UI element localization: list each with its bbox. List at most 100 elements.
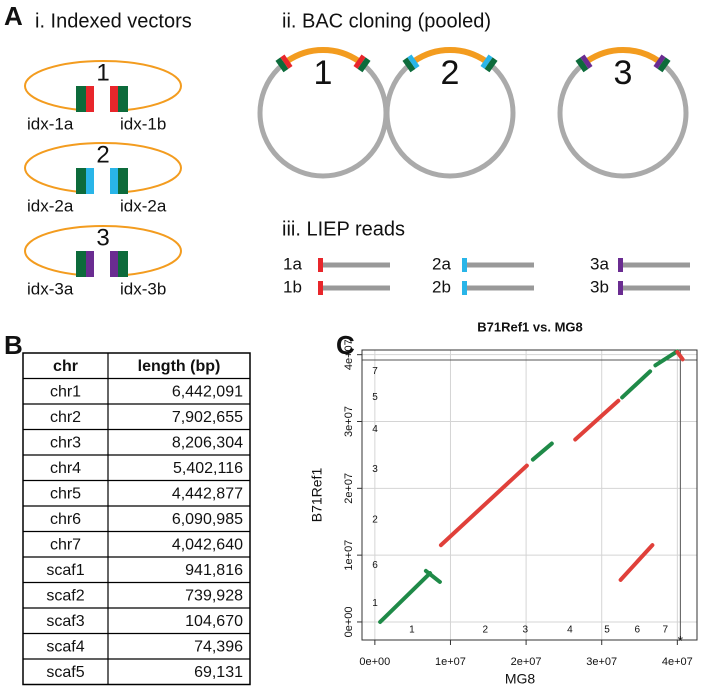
table-cell: chr6 xyxy=(50,511,81,528)
table-cell: 4,042,640 xyxy=(172,536,243,553)
table-cell: scaf1 xyxy=(46,562,84,579)
table-cell: chr4 xyxy=(50,460,81,477)
insert-green xyxy=(484,57,498,73)
insert-end xyxy=(575,54,593,73)
y-tick-label: 3e+07 xyxy=(343,406,355,437)
index-label: idx-3b xyxy=(120,279,166,298)
table-cell: scaf2 xyxy=(46,587,84,604)
insert-green xyxy=(76,251,86,277)
table-cell: scaf4 xyxy=(46,638,84,655)
section-title: iii. LIEP reads xyxy=(282,218,405,240)
insert-index xyxy=(110,86,118,112)
insert-end xyxy=(275,54,293,73)
insert-green xyxy=(657,57,671,73)
chr-label: 2 xyxy=(372,514,378,525)
section-title: ii. BAC cloning (pooled) xyxy=(282,10,491,32)
insert-end xyxy=(353,54,371,73)
table-cell: 74,396 xyxy=(194,638,243,655)
read-label: 1a xyxy=(283,254,302,273)
insert-index xyxy=(353,54,366,69)
insert-green xyxy=(76,86,86,112)
chr-label: 4 xyxy=(372,424,378,435)
clone-number: 3 xyxy=(614,54,633,92)
x-tick-label: 3e+07 xyxy=(586,656,617,668)
read-label: 2b xyxy=(432,277,451,296)
bac-insert xyxy=(412,47,488,64)
read-index xyxy=(318,258,323,272)
table-cell: 4,442,877 xyxy=(172,485,243,502)
alignment-segment xyxy=(653,349,680,368)
table-cell: 69,131 xyxy=(194,664,243,681)
chr-label: 3 xyxy=(372,464,378,475)
alignment-segment xyxy=(530,441,554,462)
clone-number: 2 xyxy=(441,54,460,92)
chr-label: 6 xyxy=(634,625,640,636)
alignment-segment xyxy=(675,350,685,362)
chr-label: 7 xyxy=(662,625,668,636)
vector-gap xyxy=(92,102,112,116)
insert-green xyxy=(402,57,416,73)
table-border xyxy=(22,352,251,686)
insert-green xyxy=(357,57,371,73)
table-cell: 8,206,304 xyxy=(172,434,243,451)
read-label: 1b xyxy=(283,277,302,296)
x-tick-label: 1e+07 xyxy=(435,656,466,668)
table-cell: 5,402,116 xyxy=(173,460,243,477)
table-cell: 739,928 xyxy=(185,587,243,604)
chr-label: 3 xyxy=(523,625,529,636)
insert-index xyxy=(86,251,94,277)
insert-end xyxy=(480,54,498,73)
insert-index xyxy=(580,54,593,69)
section-title: i. Indexed vectors xyxy=(35,10,192,32)
vector-gap xyxy=(92,184,112,198)
bac-insert xyxy=(285,47,361,64)
table-cell: chr7 xyxy=(50,536,81,553)
x-tick-label: 2e+07 xyxy=(511,656,542,668)
insert-green xyxy=(76,168,86,194)
insert-green xyxy=(118,168,128,194)
chr-label: 5 xyxy=(372,392,378,403)
insert-index xyxy=(86,86,94,112)
alignment-segment xyxy=(423,568,442,584)
chr-label: 2 xyxy=(482,625,488,636)
alignment-segment xyxy=(573,398,621,442)
table-cell: chr2 xyxy=(50,409,81,426)
insert-index xyxy=(280,54,293,69)
y-axis-label: B71Ref1 xyxy=(309,468,325,523)
chr-label: 6 xyxy=(372,560,378,571)
panel-label: B xyxy=(4,330,23,360)
panel-label: A xyxy=(4,1,23,31)
chr-label: 4 xyxy=(567,625,573,636)
insert-index xyxy=(653,54,666,69)
panel-label: C xyxy=(336,330,355,360)
vector-gap xyxy=(92,267,112,281)
table-cell: chr1 xyxy=(50,383,81,400)
insert-end xyxy=(402,54,420,73)
alignment-segment xyxy=(620,369,653,400)
table-cell: 7,902,655 xyxy=(172,409,243,426)
table-cell: 6,090,985 xyxy=(172,511,243,528)
insert-index xyxy=(86,168,94,194)
insert-index xyxy=(110,251,118,277)
y-tick-label: 1e+07 xyxy=(343,540,355,571)
insert-index xyxy=(110,168,118,194)
index-label: idx-2a xyxy=(27,196,74,215)
insert-green xyxy=(118,251,128,277)
chr-label: 5 xyxy=(604,625,610,636)
read-label: 3b xyxy=(590,277,609,296)
y-tick-label: 2e+07 xyxy=(343,473,355,504)
table-cell: 104,670 xyxy=(185,613,243,630)
read-index xyxy=(618,281,623,295)
table-cell: 6,442,091 xyxy=(172,383,243,400)
read-label: 3a xyxy=(590,254,609,273)
chr-label: 7 xyxy=(372,366,378,377)
index-label: idx-2a xyxy=(120,196,167,215)
insert-end xyxy=(653,54,671,73)
table-header: length (bp) xyxy=(138,358,221,375)
insert-index xyxy=(480,54,493,69)
chart-title: B71Ref1 vs. MG8 xyxy=(477,319,583,334)
annotation: * xyxy=(678,633,684,649)
insert-green xyxy=(118,86,128,112)
y-tick-label: 4e+07 xyxy=(343,339,355,370)
